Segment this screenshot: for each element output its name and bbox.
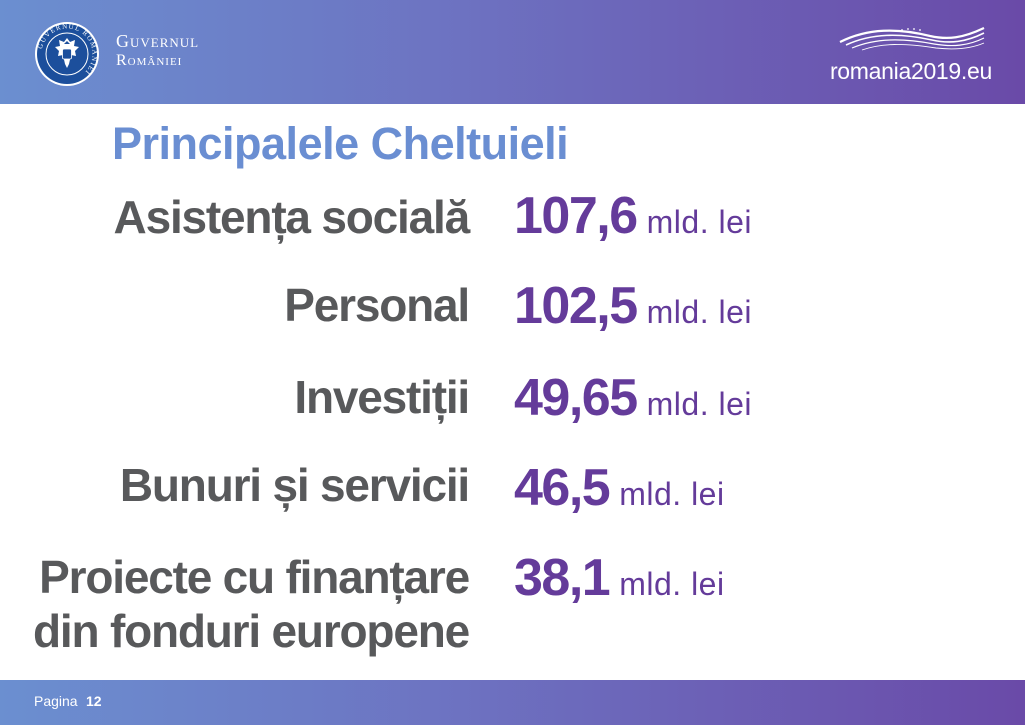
government-name-line1: Guvernul bbox=[116, 31, 200, 51]
page-number: 12 bbox=[86, 693, 102, 709]
page-title: Principalele Cheltuieli bbox=[112, 118, 569, 169]
expense-amount: 38,1 bbox=[514, 549, 611, 607]
expense-value-eu-funds: 38,1 mld. lei bbox=[514, 548, 725, 608]
expense-label-eu-funds-line2: din fonduri europene bbox=[33, 605, 470, 657]
presidency-logo-icon bbox=[839, 27, 985, 51]
expense-unit: mld. lei bbox=[619, 476, 725, 512]
expense-label-eu-funds: Proiecte cu finanțare din fonduri europe… bbox=[33, 550, 470, 658]
expense-label-eu-funds-line1: Proiecte cu finanțare bbox=[39, 551, 470, 603]
government-name-line2: României bbox=[116, 52, 183, 69]
government-seal-icon: GUVERNUL ROMÂNIEI bbox=[35, 22, 99, 86]
expense-amount: 107,6 bbox=[514, 187, 638, 245]
expense-amount: 46,5 bbox=[514, 459, 611, 517]
expense-amount: 49,65 bbox=[514, 369, 638, 427]
expense-value-investments: 49,65 mld. lei bbox=[514, 368, 752, 428]
expense-label-goods-services: Bunuri și servicii bbox=[119, 459, 470, 511]
website-url: romania2019.eu bbox=[829, 58, 992, 84]
expense-label-social-assistance: Asistența socială bbox=[113, 191, 471, 243]
expense-unit: mld. lei bbox=[646, 204, 752, 240]
expense-value-social-assistance: 107,6 mld. lei bbox=[514, 186, 752, 246]
expense-value-personnel: 102,5 mld. lei bbox=[514, 276, 752, 336]
page-label: Pagina bbox=[34, 693, 78, 709]
expense-unit: mld. lei bbox=[646, 386, 752, 422]
expense-unit: mld. lei bbox=[646, 294, 752, 330]
expense-label-investments: Investiții bbox=[294, 371, 470, 423]
expense-label-personnel: Personal bbox=[284, 279, 470, 331]
expense-value-goods-services: 46,5 mld. lei bbox=[514, 458, 725, 518]
expense-amount: 102,5 bbox=[514, 277, 638, 335]
header-bar: GUVERNUL ROMÂNIEI Guvernul României roma… bbox=[0, 0, 1025, 104]
expense-unit: mld. lei bbox=[619, 566, 725, 602]
footer-bar: Pagina 12 bbox=[0, 680, 1025, 725]
government-name: Guvernul României bbox=[116, 31, 199, 71]
